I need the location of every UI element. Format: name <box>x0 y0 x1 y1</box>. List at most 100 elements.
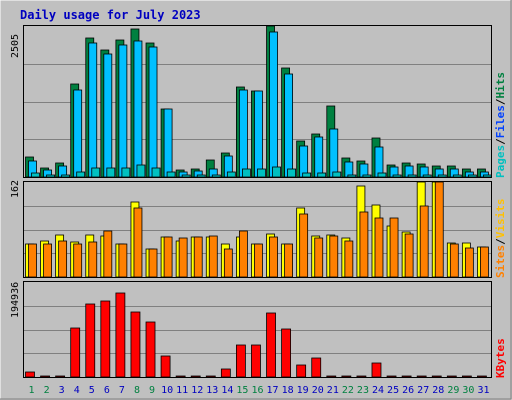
bar-fill <box>103 53 113 178</box>
kbytes-panel-bar-kbytes-day-19 <box>296 364 307 378</box>
panel-visits-box <box>23 181 492 278</box>
bar-fill <box>407 174 417 178</box>
day-label-7: 7 <box>119 385 125 396</box>
bar-fill <box>118 243 128 278</box>
hits-panel-bar-files-day-19 <box>299 145 309 178</box>
kbytes-panel-bar-kbytes-day-16 <box>251 344 261 378</box>
bar-fill <box>145 321 156 378</box>
kbytes-panel-bar-kbytes-day-5 <box>85 303 96 378</box>
hits-panel-bar-pages-day-4 <box>76 171 86 178</box>
bar-fill <box>55 375 66 378</box>
legend-separator: / <box>494 238 507 245</box>
hits-panel-bar-pages-day-29 <box>452 174 462 178</box>
bar-fill <box>31 172 40 178</box>
hits-panel-bar-pages-day-1 <box>31 172 40 178</box>
visits-panel-bar-sites-day-5 <box>88 241 98 278</box>
day-label-13: 13 <box>206 385 218 396</box>
bar-fill <box>401 375 412 378</box>
bar-fill <box>115 292 126 378</box>
bar-fill <box>272 166 281 178</box>
bar-fill <box>88 241 98 278</box>
bar-fill <box>257 168 266 178</box>
visits-panel-bar-sites-day-31 <box>480 246 489 278</box>
bar-fill <box>314 136 324 178</box>
kbytes-panel-bar-kbytes-day-12 <box>190 375 201 378</box>
bar-fill <box>404 233 414 278</box>
day-label-17: 17 <box>267 385 279 396</box>
hits-panel-bar-pages-day-25 <box>392 174 402 178</box>
bar-fill <box>103 230 113 278</box>
hits-panel-bar-pages-day-31 <box>483 174 492 178</box>
visits-panel-bar-sites-day-22 <box>344 240 354 278</box>
bar-fill <box>269 31 278 178</box>
bar-fill <box>446 375 457 378</box>
bar-fill <box>148 46 158 178</box>
bar-fill <box>239 230 248 278</box>
day-label-27: 27 <box>417 385 429 396</box>
bar-fill <box>329 128 339 178</box>
kbytes-panel-bar-kbytes-day-2 <box>40 375 50 378</box>
day-labels: 1 2 3 4 5 6 7 8 9 10 11 12 13 14 15 16 17 18 19 20 21 22 23 24 2… <box>29 385 490 396</box>
visits-panel-bar-sites-day-20 <box>314 237 324 278</box>
bar-fill <box>61 174 71 178</box>
bar-fill <box>389 217 399 278</box>
bar-fill <box>347 174 357 178</box>
hits-panel-bar-pages-day-14 <box>226 171 236 178</box>
bar-fill <box>296 364 307 378</box>
kbytes-panel-bar-kbytes-day-23 <box>356 375 367 378</box>
visits-panel-bar-sites-day-15 <box>239 230 248 278</box>
kbytes-panel-bar-kbytes-day-21 <box>326 375 337 378</box>
bar-fill <box>371 362 382 378</box>
hits-panel-bar-pages-day-11 <box>181 174 191 178</box>
kbytes-panel-bar-kbytes-day-31 <box>477 375 487 378</box>
legend-visits: Visits <box>494 199 507 239</box>
hits-panel-bar-pages-day-10 <box>166 171 176 178</box>
kbytes-panel-bar-kbytes-day-20 <box>311 357 322 378</box>
bar-fill <box>196 174 206 178</box>
kbytes-panel-bar-kbytes-day-6 <box>100 300 111 378</box>
day-label-5: 5 <box>89 385 95 396</box>
hits-panel-bar-pages-day-9 <box>151 167 161 178</box>
hits-panel-bar-pages-day-21 <box>332 171 342 178</box>
hits-panel-bar-files-day-21 <box>329 128 339 178</box>
kbytes-panel-bar-kbytes-day-25 <box>386 375 397 378</box>
hits-panel-bar-files-day-4 <box>73 89 83 178</box>
day-label-20: 20 <box>312 385 324 396</box>
hits-panel-bar-files-day-5 <box>88 42 98 178</box>
visits-panel-bar-sites-day-11 <box>178 237 188 278</box>
bar-fill <box>28 243 37 278</box>
bar-fill <box>148 248 158 278</box>
visits-panel-bar-sites-day-14 <box>223 248 233 278</box>
visits-panel-bar-sites-day-19 <box>299 213 309 278</box>
hits-panel-bar-pages-day-8 <box>136 164 146 178</box>
bar-fill <box>452 174 462 178</box>
hits-panel-bar-files-day-10 <box>163 108 173 178</box>
bar-fill <box>251 344 261 378</box>
day-label-31: 31 <box>477 385 489 396</box>
visits-panel-bar-sites-day-25 <box>389 217 399 278</box>
panel-visits-max-label: 162 <box>10 180 21 198</box>
bar-fill <box>362 174 372 178</box>
bar-fill <box>480 246 489 278</box>
kbytes-panel-bar-kbytes-day-30 <box>461 375 472 378</box>
kbytes-panel-bar-kbytes-day-3 <box>55 375 66 378</box>
hits-panel-bar-files-day-17 <box>269 31 278 178</box>
bar-fill <box>121 167 131 178</box>
visits-panel-bar-sites-day-10 <box>163 236 173 278</box>
kbytes-panel-bar-kbytes-day-15 <box>236 344 246 378</box>
bar-fill <box>317 172 327 178</box>
kbytes-panel-bar-kbytes-day-22 <box>341 375 352 378</box>
bar-fill <box>287 168 296 178</box>
bar-fill <box>178 237 188 278</box>
bar-fill <box>193 236 203 278</box>
visits-panel-bar-sites-day-12 <box>193 236 203 278</box>
bar-fill <box>25 371 35 378</box>
day-label-1: 1 <box>29 385 35 396</box>
bar-fill <box>91 167 101 178</box>
hits-panel-bar-pages-day-22 <box>347 174 357 178</box>
bar-fill <box>133 207 143 278</box>
kbytes-panel-bar-kbytes-day-14 <box>220 368 231 378</box>
visits-panel-bar-sites-day-24 <box>374 217 384 278</box>
